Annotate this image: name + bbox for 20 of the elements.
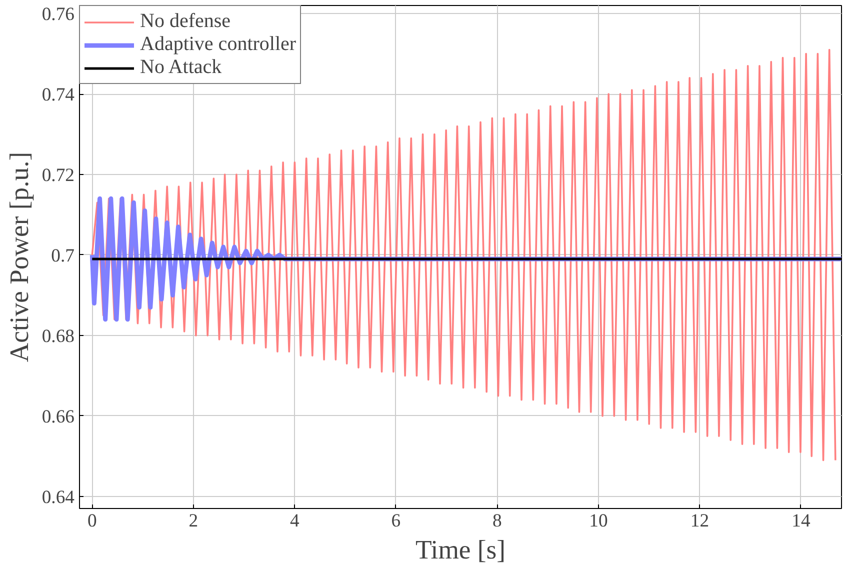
y-tick-label: 0.66 bbox=[42, 406, 75, 428]
y-tick-label: 0.72 bbox=[42, 165, 75, 186]
x-tick-label: 10 bbox=[589, 510, 608, 532]
x-axis-title: Time [s] bbox=[415, 534, 506, 564]
legend-label: No defense bbox=[140, 10, 231, 33]
y-axis-title: Active Power [p.u.] bbox=[4, 152, 34, 362]
x-tick-label: 8 bbox=[492, 510, 502, 532]
y-tick-label: 0.74 bbox=[42, 84, 76, 106]
y-tick-label: 0.68 bbox=[42, 326, 75, 347]
x-tick-label: 6 bbox=[391, 510, 401, 532]
legend-label: No Attack bbox=[140, 56, 222, 79]
x-tick-label: 14 bbox=[792, 510, 811, 532]
y-tick-label: 0.76 bbox=[42, 4, 75, 26]
x-tick-label: 2 bbox=[188, 510, 198, 532]
x-tick-label: 12 bbox=[690, 510, 710, 532]
y-tick-label: 0.64 bbox=[42, 486, 76, 508]
x-tick-label: 0 bbox=[87, 510, 97, 532]
x-tick-label: 4 bbox=[290, 510, 300, 532]
legend-label: Adaptive controller bbox=[140, 33, 296, 56]
y-tick-label: 0.7 bbox=[51, 245, 75, 266]
